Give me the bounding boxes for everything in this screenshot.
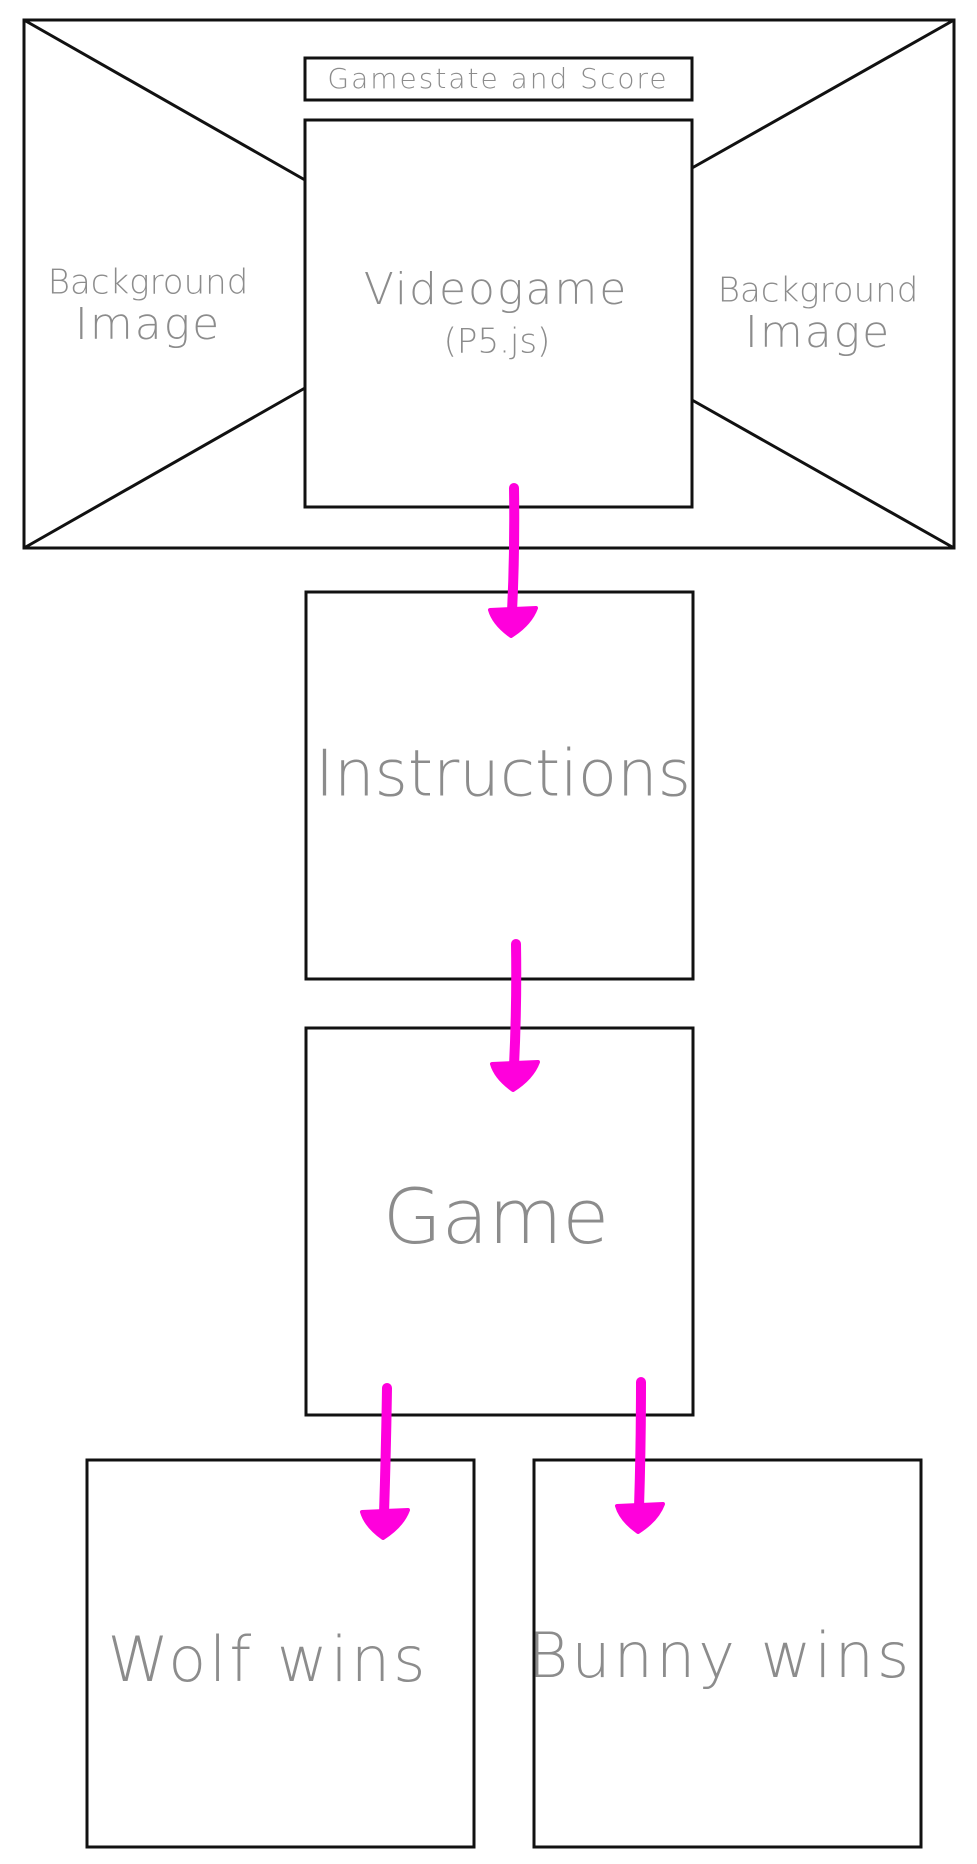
left-background-label: Background	[48, 263, 249, 303]
right-background-image-label: Image	[745, 307, 891, 358]
page-wireframe: Gamestate and Score Videogame (P5.js) Ba…	[22, 18, 956, 550]
left-upper-diagonal	[23, 18, 306, 182]
left-background-image-label: Image	[75, 299, 221, 350]
videogame-library-label: (P5.js)	[444, 322, 551, 362]
right-lower-diagonal	[691, 398, 955, 550]
instructions-label: Instructions	[315, 738, 691, 812]
wolf-wins-box	[85, 1458, 476, 1849]
instructions-box	[304, 590, 695, 981]
arrow-game-to-wolf-wins	[360, 1383, 410, 1540]
score-bar	[303, 56, 694, 102]
arrow-instructions-to-game	[490, 939, 540, 1092]
right-background-label: Background	[718, 271, 919, 311]
bunny-wins-label: Bunny wins	[528, 1619, 912, 1692]
game-label: Game	[383, 1172, 609, 1261]
wolf-wins-label: Wolf wins	[108, 1623, 429, 1696]
arrow-game-to-bunny-wins	[615, 1377, 665, 1534]
videogame-label: Videogame	[364, 264, 629, 315]
bunny-wins-box	[532, 1458, 923, 1849]
videogame-box	[303, 118, 694, 509]
arrow-videogame-to-instructions	[488, 483, 538, 638]
left-lower-diagonal	[23, 386, 306, 550]
game-box	[304, 1026, 695, 1417]
right-upper-diagonal	[691, 18, 955, 170]
screen-flow: Instructions Game Wolf wins Bunny wins	[85, 590, 923, 1849]
flow-arrows	[360, 483, 665, 1540]
score-bar-label: Gamestate and Score	[327, 62, 668, 95]
